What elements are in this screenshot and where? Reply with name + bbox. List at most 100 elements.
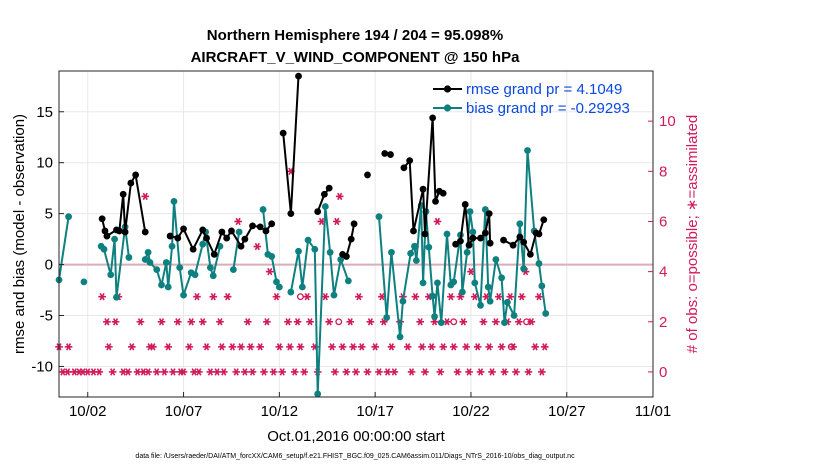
obs-asterisk-stroke bbox=[225, 293, 231, 301]
obs-asterisk-stroke bbox=[110, 368, 116, 376]
bias-point-74 bbox=[486, 297, 494, 305]
obs-assimilated-marker-48 bbox=[228, 343, 237, 351]
rmse-point-24 bbox=[262, 227, 270, 235]
bias-point-22 bbox=[191, 271, 199, 279]
rmse-point-19 bbox=[228, 227, 235, 235]
obs-asterisk-stroke bbox=[429, 343, 435, 351]
bias-point-30 bbox=[259, 206, 267, 213]
bias-point-71 bbox=[477, 301, 484, 309]
obs-asterisk-stroke bbox=[242, 368, 248, 376]
obs-assimilated-marker-41 bbox=[206, 368, 215, 376]
obs-asterisk-stroke bbox=[493, 318, 499, 326]
bias-point-76 bbox=[498, 274, 506, 282]
rmse-point-56 bbox=[486, 239, 494, 247]
rmse-point-21 bbox=[241, 235, 249, 243]
bias-point-61 bbox=[437, 319, 445, 327]
bias-point-80 bbox=[516, 220, 524, 228]
obs-asterisk-stroke bbox=[235, 217, 241, 226]
bias-point-15 bbox=[162, 259, 170, 266]
obs-assimilated-marker-14 bbox=[111, 318, 120, 326]
bias-point-47 bbox=[383, 314, 391, 321]
obs-assimilated-marker-27 bbox=[157, 318, 166, 326]
plot-frame bbox=[58, 70, 654, 398]
x-tick-label-4: 10/22 bbox=[452, 403, 490, 420]
obs-assimilated-marker-93 bbox=[375, 368, 383, 376]
rmse-point-43 bbox=[421, 230, 429, 238]
obs-asterisk-stroke bbox=[444, 318, 450, 326]
obs-asterisk-stroke bbox=[334, 217, 340, 226]
obs-assimilated-marker-30 bbox=[169, 368, 177, 376]
obs-asterisk-stroke bbox=[99, 293, 105, 301]
obs-assimilated-marker-46 bbox=[219, 368, 228, 376]
obs-assimilated-marker-65 bbox=[284, 318, 292, 326]
bias-point-37 bbox=[298, 283, 306, 291]
legend-label-bias: bias grand pr = -0.29293 bbox=[466, 100, 630, 117]
bias-point-9 bbox=[125, 254, 133, 261]
obs-asterisk-stroke bbox=[379, 293, 385, 301]
obs-asterisk-stroke bbox=[106, 343, 112, 351]
obs-assimilated-marker-47 bbox=[223, 293, 232, 301]
obs-assimilated-marker-81 bbox=[333, 217, 341, 226]
obs-assimilated-marker-144 bbox=[538, 368, 546, 376]
obs-asterisk-stroke bbox=[326, 318, 332, 326]
bias-point-52 bbox=[411, 242, 418, 250]
obs-asterisk-stroke bbox=[463, 343, 469, 351]
bias-point-23 bbox=[199, 240, 207, 248]
obs-assimilated-marker-55 bbox=[248, 368, 257, 376]
obs-asterisk-stroke bbox=[480, 318, 487, 326]
rmse-point-12 bbox=[180, 225, 187, 233]
rmse-point-16 bbox=[210, 250, 218, 258]
obs-asterisk-stroke bbox=[219, 343, 225, 351]
y2-tick-label-0: 0 bbox=[659, 364, 667, 381]
obs-assimilated-marker-84 bbox=[342, 368, 351, 376]
obs-asterisk-stroke bbox=[417, 318, 423, 326]
obs-asterisk-stroke bbox=[65, 343, 72, 351]
obs-asterisk-stroke bbox=[145, 368, 151, 376]
rmse-point-29 bbox=[314, 208, 322, 215]
obs-asterisk-stroke bbox=[112, 318, 119, 326]
rmse-point-17 bbox=[218, 228, 226, 236]
obs-assimilated-marker-37 bbox=[193, 293, 201, 301]
obs-assimilated-marker-70 bbox=[296, 343, 305, 351]
obs-assimilated-marker-51 bbox=[237, 343, 245, 351]
bias-point-35 bbox=[287, 288, 295, 296]
bias-point-36 bbox=[295, 247, 302, 255]
obs-assimilated-marker-77 bbox=[321, 293, 330, 301]
obs-assimilated-marker-91 bbox=[366, 318, 375, 326]
obs-assimilated-marker-86 bbox=[349, 343, 357, 351]
obs-assimilated-marker-40 bbox=[202, 343, 211, 351]
obs-assimilated-marker-61 bbox=[269, 368, 278, 376]
rmse-point-28 bbox=[295, 72, 302, 80]
x-tick-label-5: 10/27 bbox=[548, 403, 586, 420]
bias-point-4 bbox=[100, 245, 108, 253]
rmse-point-4 bbox=[115, 227, 123, 235]
obs-asterisk-stroke bbox=[337, 192, 343, 201]
bias-point-34 bbox=[275, 283, 283, 291]
obs-asterisk-stroke bbox=[391, 368, 397, 376]
rmse-point-30 bbox=[320, 190, 328, 198]
obs-assimilated-marker-108 bbox=[427, 343, 436, 351]
obs-assimilated-marker-97 bbox=[387, 343, 396, 351]
obs-asterisk-stroke bbox=[285, 318, 291, 326]
bias-point-62 bbox=[443, 230, 451, 238]
plot-area bbox=[59, 71, 653, 397]
bias-point-2 bbox=[80, 278, 88, 286]
obs-assimilated-marker-43 bbox=[213, 368, 221, 376]
obs-asterisk-stroke bbox=[276, 343, 282, 351]
bias-point-78 bbox=[503, 298, 511, 306]
obs-assimilated-marker-58 bbox=[260, 368, 268, 376]
bias-point-81 bbox=[520, 265, 528, 273]
x-tick-label-6: 11/01 bbox=[635, 403, 671, 420]
obs-assimilated-marker-110 bbox=[433, 217, 442, 226]
obs-assimilated-marker-105 bbox=[418, 343, 426, 351]
bias-point-45 bbox=[344, 277, 352, 285]
obs-asterisk-stroke bbox=[353, 368, 359, 376]
obs-assimilated-marker-129 bbox=[492, 318, 500, 326]
y-tick-label-0: -10 bbox=[31, 358, 53, 375]
obs-assimilated-marker-3 bbox=[64, 343, 73, 351]
bias-point-84 bbox=[535, 260, 543, 267]
obs-asterisk-stroke bbox=[376, 368, 382, 376]
bias-point-25 bbox=[206, 264, 214, 272]
bias-point-42 bbox=[326, 248, 334, 256]
bias-point-46 bbox=[375, 213, 383, 221]
